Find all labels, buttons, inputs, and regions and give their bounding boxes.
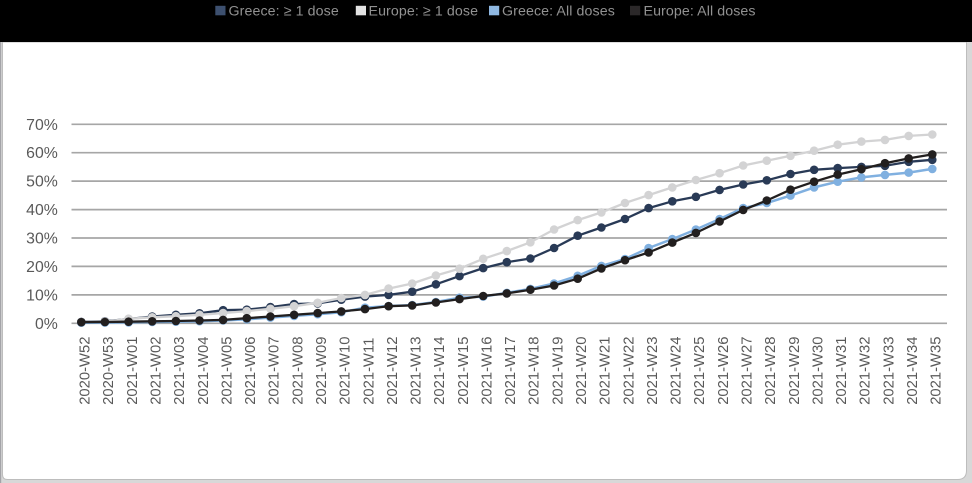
svg-text:0%: 0% [35, 316, 58, 333]
svg-text:2021-W02: 2021-W02 [149, 337, 165, 405]
svg-text:60%: 60% [26, 145, 58, 162]
svg-text:2020-W53: 2020-W53 [101, 337, 117, 405]
svg-text:2021-W04: 2021-W04 [196, 337, 212, 405]
svg-text:2021-W17: 2021-W17 [503, 337, 519, 405]
svg-text:2021-W11: 2021-W11 [361, 338, 377, 405]
svg-text:2021-W31: 2021-W31 [834, 337, 850, 405]
svg-text:2021-W14: 2021-W14 [432, 337, 448, 405]
svg-text:2021-W06: 2021-W06 [243, 337, 259, 405]
svg-text:2021-W10: 2021-W10 [338, 337, 354, 405]
svg-text:2021-W08: 2021-W08 [290, 337, 306, 405]
svg-text:2021-W16: 2021-W16 [480, 337, 496, 405]
svg-text:70%: 70% [26, 117, 58, 134]
svg-text:2021-W22: 2021-W22 [621, 337, 637, 405]
svg-text:30%: 30% [26, 231, 58, 248]
svg-text:2021-W03: 2021-W03 [172, 337, 188, 405]
svg-text:20%: 20% [26, 259, 58, 276]
svg-text:2021-W23: 2021-W23 [645, 337, 661, 405]
svg-text:Europe: ≥ 1 dose: Europe: ≥ 1 dose [369, 4, 479, 20]
svg-text:2021-W26: 2021-W26 [716, 337, 732, 405]
svg-text:Greece: ≥ 1 dose: Greece: ≥ 1 dose [229, 4, 339, 20]
svg-text:2021-W07: 2021-W07 [267, 337, 283, 405]
svg-text:2021-W27: 2021-W27 [740, 337, 756, 405]
svg-text:2021-W12: 2021-W12 [385, 337, 401, 405]
svg-text:2021-W30: 2021-W30 [810, 337, 826, 405]
svg-text:2021-W21: 2021-W21 [598, 337, 614, 405]
svg-text:2021-W34: 2021-W34 [905, 337, 921, 405]
svg-text:2021-W19: 2021-W19 [550, 337, 566, 405]
svg-text:2021-W20: 2021-W20 [574, 337, 590, 405]
svg-text:2021-W18: 2021-W18 [527, 337, 543, 405]
svg-text:2021-W35: 2021-W35 [929, 337, 945, 405]
svg-text:2021-W15: 2021-W15 [456, 337, 472, 405]
svg-text:50%: 50% [26, 174, 58, 191]
svg-text:Greece: All doses: Greece: All doses [502, 4, 615, 20]
svg-text:40%: 40% [26, 202, 58, 219]
svg-text:2021-W01: 2021-W01 [125, 337, 141, 405]
svg-text:2021-W33: 2021-W33 [881, 337, 897, 405]
svg-text:10%: 10% [26, 287, 58, 304]
svg-text:2021-W25: 2021-W25 [692, 337, 708, 405]
svg-text:2021-W32: 2021-W32 [858, 337, 874, 405]
svg-text:2021-W09: 2021-W09 [314, 337, 330, 405]
svg-text:2021-W05: 2021-W05 [219, 337, 235, 405]
svg-text:2021-W28: 2021-W28 [763, 337, 779, 405]
svg-text:2021-W29: 2021-W29 [787, 337, 803, 405]
svg-text:Europe: All doses: Europe: All doses [644, 4, 756, 20]
svg-text:2021-W24: 2021-W24 [669, 337, 685, 405]
svg-text:2020-W52: 2020-W52 [78, 337, 94, 405]
svg-text:2021-W13: 2021-W13 [409, 337, 425, 405]
